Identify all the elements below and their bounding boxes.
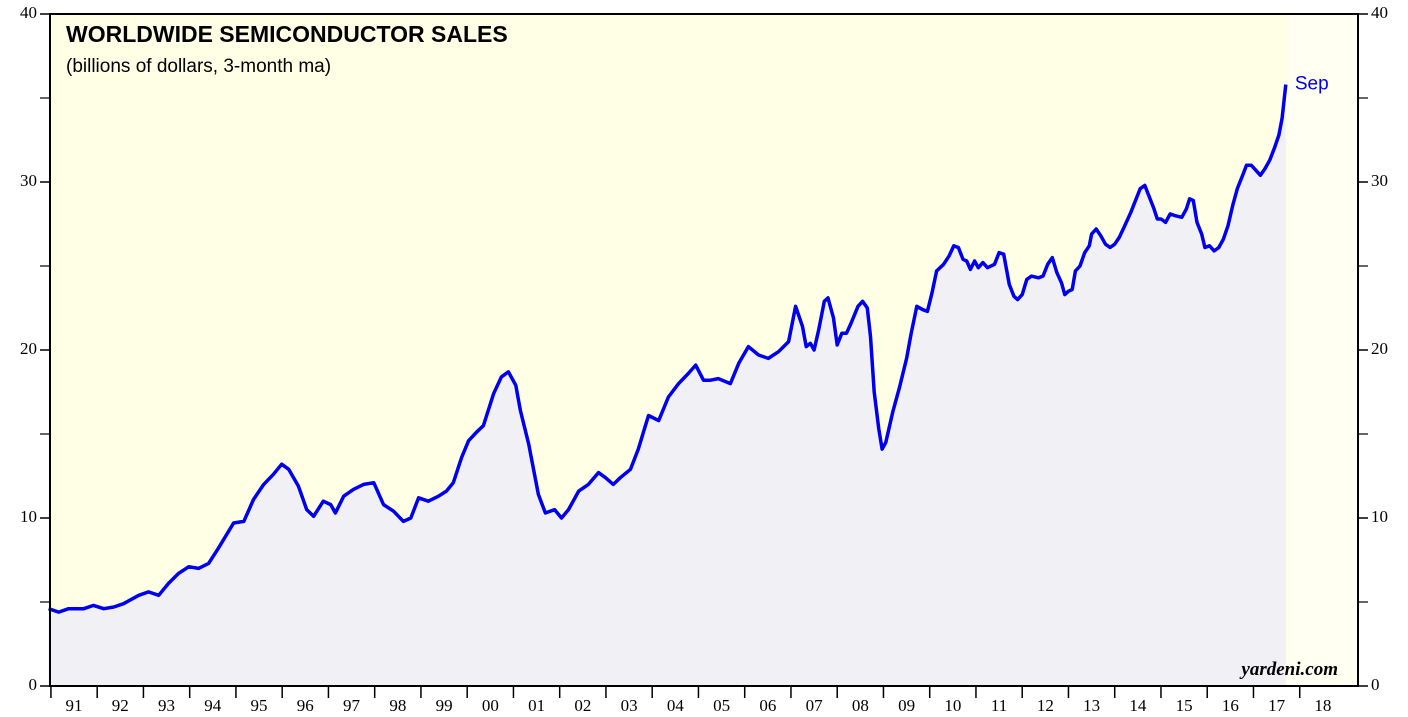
y-tick-label: 0: [29, 675, 38, 694]
source: yardeni.com: [1239, 659, 1338, 680]
chart-title: WORLDWIDE SEMICONDUCTOR SALES: [66, 21, 508, 47]
x-tick-label: 13: [1083, 696, 1100, 715]
x-tick-label: 09: [898, 696, 915, 715]
line: [48, 84, 1288, 614]
y2-tick-label: 30: [1371, 171, 1388, 190]
x-tick-label: 06: [759, 696, 776, 715]
end-label: Sep: [1295, 74, 1329, 95]
x-tick-label: 92: [112, 696, 129, 715]
x-tick-label: 93: [158, 696, 175, 715]
plot-marks: [48, 84, 1288, 687]
x-tick-label: 07: [806, 696, 824, 715]
x-tick-label: 08: [852, 696, 869, 715]
y2-tick-label: 10: [1371, 507, 1388, 526]
x-tick-label: 99: [436, 696, 453, 715]
y-tick-label: 40: [20, 3, 37, 22]
x-tick-label: 91: [66, 696, 83, 715]
x-tick-label: 97: [343, 696, 361, 715]
y-tick-label: 10: [20, 507, 37, 526]
x-tick-label: 10: [944, 696, 961, 715]
y-tick-label: 20: [20, 339, 37, 358]
x-tick-label: 12: [1037, 696, 1054, 715]
chart-subtitle: (billions of dollars, 3-month ma): [66, 56, 331, 77]
x-tick-label: 00: [482, 696, 499, 715]
area: [48, 84, 1286, 687]
x-tick-label: 03: [621, 696, 638, 715]
x-tick-label: 11: [991, 696, 1007, 715]
x-tick-label: 96: [297, 696, 314, 715]
x-tick-label: 14: [1129, 696, 1147, 715]
x-tick-label: 01: [528, 696, 545, 715]
x-tick-label: 94: [204, 696, 222, 715]
plot-background-future: [1287, 14, 1358, 686]
x-tick-label: 02: [574, 696, 591, 715]
y2-tick-label: 0: [1371, 675, 1380, 694]
x-tick-label: 15: [1176, 696, 1193, 715]
x-tick-label: 04: [667, 696, 685, 715]
x-tick-label: 17: [1268, 696, 1286, 715]
y-tick-label: 30: [20, 171, 37, 190]
y2-tick-label: 20: [1371, 339, 1388, 358]
x-tick-label: 18: [1314, 696, 1331, 715]
x-tick-label: 16: [1222, 696, 1239, 715]
x-tick-label: 05: [713, 696, 730, 715]
y2-tick-label: 40: [1371, 3, 1388, 22]
x-tick-label: 98: [389, 696, 406, 715]
x-tick-label: 95: [251, 696, 268, 715]
